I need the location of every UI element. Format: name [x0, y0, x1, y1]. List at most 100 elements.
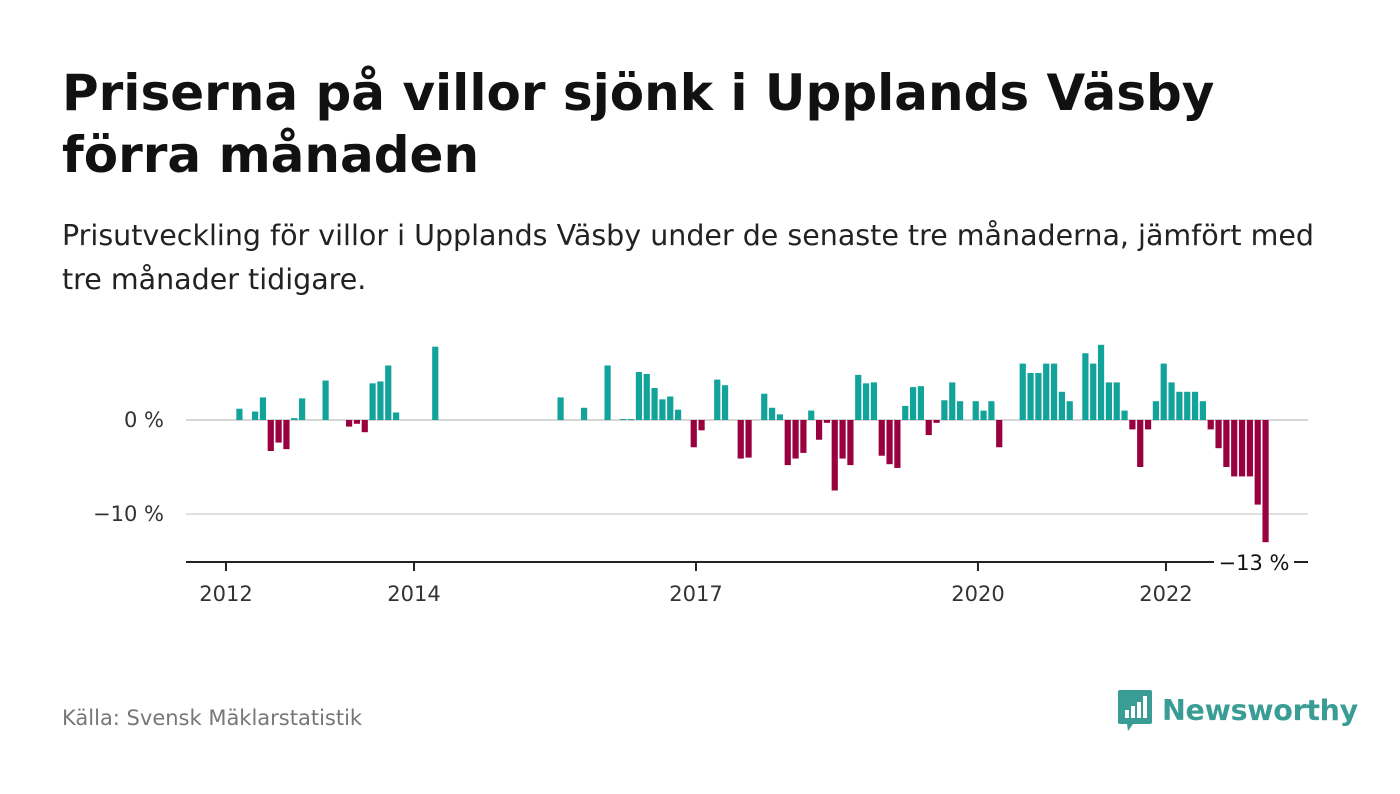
- bar: [1223, 420, 1230, 467]
- bar: [737, 420, 744, 459]
- bar: [894, 420, 901, 468]
- bar: [761, 393, 768, 420]
- last-value-label-bg: [1214, 550, 1294, 575]
- bar: [275, 420, 282, 443]
- bar: [815, 420, 823, 440]
- bar: [1097, 344, 1105, 420]
- bar: [698, 420, 705, 431]
- bar: [714, 379, 721, 420]
- bar: [299, 398, 306, 420]
- bar: [1215, 420, 1222, 449]
- bar: [1152, 401, 1159, 420]
- bar: [1144, 420, 1152, 430]
- bar: [792, 420, 799, 459]
- y-tick-label: 0 %: [124, 408, 164, 432]
- bar: [369, 383, 376, 420]
- x-tick-label: 2017: [669, 582, 722, 606]
- x-tick-label: 2014: [387, 582, 440, 606]
- x-axis: [186, 561, 1308, 571]
- bar: [690, 420, 697, 448]
- bar: [643, 373, 650, 420]
- bar: [721, 385, 729, 420]
- bar: [1019, 363, 1026, 420]
- bar: [933, 420, 940, 423]
- bar: [1191, 391, 1199, 420]
- bar: [236, 408, 243, 420]
- bar: [1035, 373, 1042, 420]
- bar: [283, 420, 290, 450]
- bar: [674, 409, 682, 420]
- bar: [996, 420, 1003, 448]
- brand-name: Newsworthy: [1162, 693, 1358, 727]
- bar: [432, 346, 439, 420]
- bar: [862, 383, 870, 420]
- bar: [808, 410, 815, 420]
- bar: [627, 419, 635, 421]
- bar: [1176, 391, 1183, 420]
- bar: [392, 412, 400, 420]
- bar: [1137, 420, 1144, 467]
- bar: [267, 420, 274, 452]
- bar: [1238, 420, 1246, 477]
- x-tick-label: 2020: [951, 582, 1004, 606]
- bar: [1184, 391, 1191, 420]
- bar: [1160, 363, 1167, 420]
- bar: [385, 365, 392, 420]
- bar: [1262, 420, 1269, 543]
- bars: [236, 344, 1269, 543]
- bar: [823, 420, 831, 423]
- bar: [886, 420, 893, 465]
- bar: [855, 374, 862, 420]
- x-tick-label: 2022: [1139, 582, 1192, 606]
- bar: [917, 386, 924, 420]
- bar: [604, 365, 611, 420]
- bar: [941, 400, 948, 420]
- bar: [1231, 420, 1238, 477]
- x-tick-label: 2012: [199, 582, 252, 606]
- bar-chart: 0 % −10 % 2012 2014 2017 2020 2022 −13 %: [93, 344, 1308, 606]
- brand-logo[interactable]: Newsworthy: [1117, 688, 1358, 732]
- bar: [925, 420, 932, 436]
- bar: [847, 420, 854, 466]
- bar: [667, 396, 674, 420]
- bar: [291, 418, 298, 420]
- bar: [557, 397, 564, 420]
- bar: [1168, 382, 1175, 420]
- bar: [878, 420, 885, 456]
- last-value-label: −13 %: [1219, 551, 1290, 575]
- bar: [1129, 420, 1136, 430]
- bar: [972, 401, 979, 420]
- bar: [784, 420, 791, 466]
- bar: [1254, 420, 1261, 505]
- bar: [1246, 420, 1253, 477]
- bar: [259, 397, 267, 420]
- bar: [1113, 382, 1120, 420]
- bar: [1050, 363, 1058, 420]
- bar: [620, 419, 627, 421]
- bar: [839, 420, 846, 459]
- newsworthy-logo-icon: [1118, 690, 1152, 731]
- bar: [831, 420, 838, 491]
- bar: [1090, 363, 1097, 420]
- bar: [1027, 373, 1034, 420]
- chart-title: Priserna på villor sjönk i Upplands Väsb…: [62, 64, 1215, 184]
- bar: [659, 399, 666, 420]
- bar: [353, 420, 361, 424]
- bar: [252, 411, 259, 420]
- bar: [1105, 382, 1112, 420]
- bar: [1199, 401, 1206, 420]
- bar: [956, 401, 964, 420]
- y-tick-label: −10 %: [93, 502, 164, 526]
- bar: [988, 401, 995, 420]
- bar: [580, 407, 588, 420]
- bar: [909, 387, 917, 420]
- bar: [949, 382, 956, 420]
- bar: [1082, 353, 1089, 420]
- bar: [745, 420, 752, 458]
- bar: [1121, 410, 1128, 420]
- chart-subtitle: Prisutveckling för villor i Upplands Väs…: [62, 219, 1314, 296]
- bar: [776, 414, 784, 420]
- labels: 0 % −10 % 2012 2014 2017 2020 2022 −13 %: [93, 408, 1294, 606]
- bar: [768, 407, 776, 420]
- bar: [1207, 420, 1214, 430]
